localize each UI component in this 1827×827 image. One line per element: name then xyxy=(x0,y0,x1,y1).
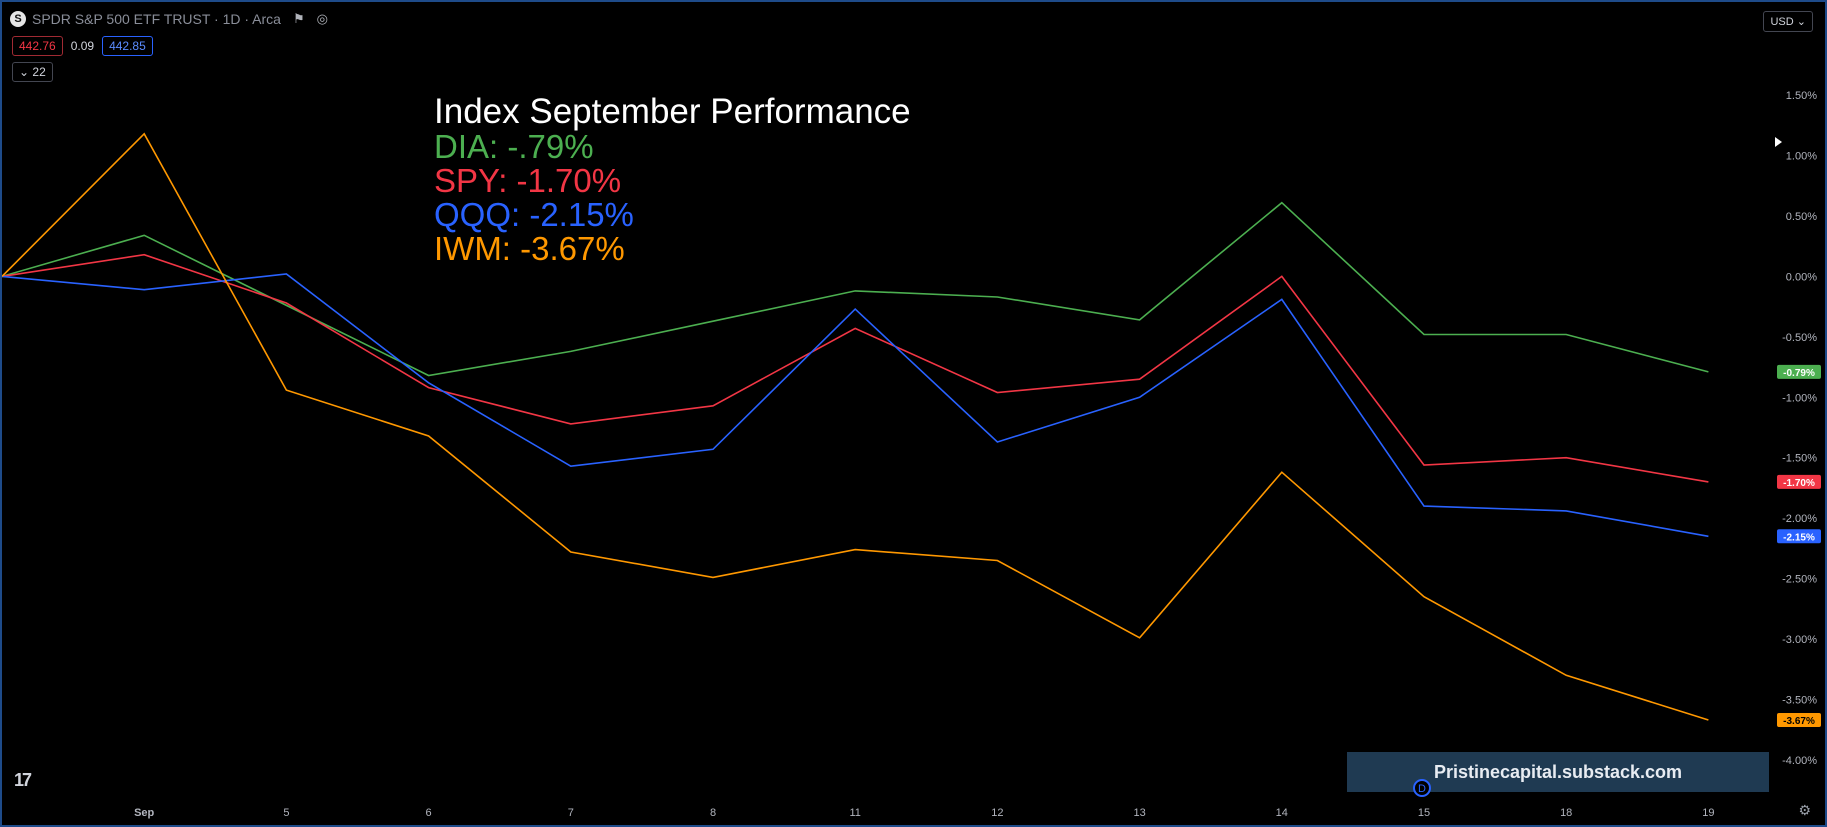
currency-select[interactable]: USD ⌄ xyxy=(1763,11,1813,32)
legend-entry-iwm: IWM: -3.67% xyxy=(434,230,625,267)
x-tick-label: 8 xyxy=(710,807,716,819)
last-value-badge-iwm xyxy=(1777,713,1821,728)
last-value-badge-spy xyxy=(1777,474,1821,489)
x-tick-label: 12 xyxy=(991,807,1003,819)
y-tick-label: -3.50% xyxy=(1782,694,1817,706)
legend-entry-spy: SPY: -1.70% xyxy=(434,162,621,199)
series-line-spy xyxy=(2,253,1709,483)
y-tick-label: -0.50% xyxy=(1782,332,1817,344)
price-marker-icon xyxy=(1775,137,1782,147)
hide-eye-icon[interactable]: ◎ xyxy=(316,11,328,26)
indicator-count: 22 xyxy=(32,65,46,79)
y-tick-label: 0.50% xyxy=(1786,211,1817,223)
buy-price[interactable]: 442.85 xyxy=(102,36,153,56)
series-line-iwm xyxy=(2,132,1709,721)
x-tick-label: 18 xyxy=(1560,807,1572,819)
x-tick-label: 13 xyxy=(1133,807,1145,819)
y-tick-label: -1.00% xyxy=(1782,392,1817,404)
chart-title: Index September Performance xyxy=(434,92,911,131)
chevron-down-icon: ⌄ xyxy=(1796,16,1806,28)
spread-value: 0.09 xyxy=(70,39,95,53)
last-value-badge-qqq xyxy=(1777,529,1821,544)
x-tick-label: 5 xyxy=(283,807,289,819)
y-tick-label: -2.50% xyxy=(1782,574,1817,586)
indicator-toggle[interactable]: ⌄ 22 xyxy=(12,62,53,82)
event-marker-label: D xyxy=(1418,783,1426,795)
legend-entry-dia: DIA: -.79% xyxy=(434,128,594,165)
y-tick-label: -2.00% xyxy=(1782,513,1817,525)
last-value-label-spy: -1.70% xyxy=(1783,478,1815,489)
x-tick-label: Sep xyxy=(134,807,154,819)
x-tick-label: 7 xyxy=(568,807,574,819)
symbol-title[interactable]: SPDR S&P 500 ETF TRUST · 1D · Arca xyxy=(32,11,281,27)
last-value-label-iwm: -3.67% xyxy=(1783,716,1815,727)
tradingview-logo: 17 xyxy=(14,770,32,790)
settings-gear-icon[interactable]: ⚙ xyxy=(1798,802,1811,818)
y-tick-label: -3.00% xyxy=(1782,634,1817,646)
price-row: 442.76 0.09 442.85 xyxy=(12,36,153,56)
series-line-qqq xyxy=(2,273,1709,538)
last-value-label-qqq: -2.15% xyxy=(1783,532,1815,543)
x-tick-label: 14 xyxy=(1276,807,1288,819)
x-tick-label: 11 xyxy=(849,807,860,819)
symbol-logo: S xyxy=(10,11,26,27)
series-line-dia xyxy=(2,201,1709,377)
chart-header: S SPDR S&P 500 ETF TRUST · 1D · Arca ⚑ ◎ xyxy=(10,11,328,27)
y-tick-label: -1.50% xyxy=(1782,453,1817,465)
currency-label: USD xyxy=(1770,16,1794,28)
compare-flag-icon[interactable]: ⚑ xyxy=(292,11,305,26)
y-tick-label: 0.00% xyxy=(1786,271,1817,283)
y-tick-label: 1.50% xyxy=(1786,90,1817,102)
last-value-label-dia: -0.79% xyxy=(1783,368,1815,379)
last-value-badge-dia xyxy=(1777,364,1821,379)
x-tick-label: 19 xyxy=(1702,807,1714,819)
sell-price[interactable]: 442.76 xyxy=(12,36,63,56)
legend-entry-qqq: QQQ: -2.15% xyxy=(434,196,634,233)
y-tick-label: 1.00% xyxy=(1786,151,1817,163)
chevron-down-icon: ⌄ xyxy=(19,65,30,79)
x-tick-label: 15 xyxy=(1418,807,1430,819)
y-tick-label: -4.00% xyxy=(1782,755,1817,767)
x-tick-label: 6 xyxy=(426,807,432,819)
event-marker[interactable]: D xyxy=(1411,777,1433,799)
